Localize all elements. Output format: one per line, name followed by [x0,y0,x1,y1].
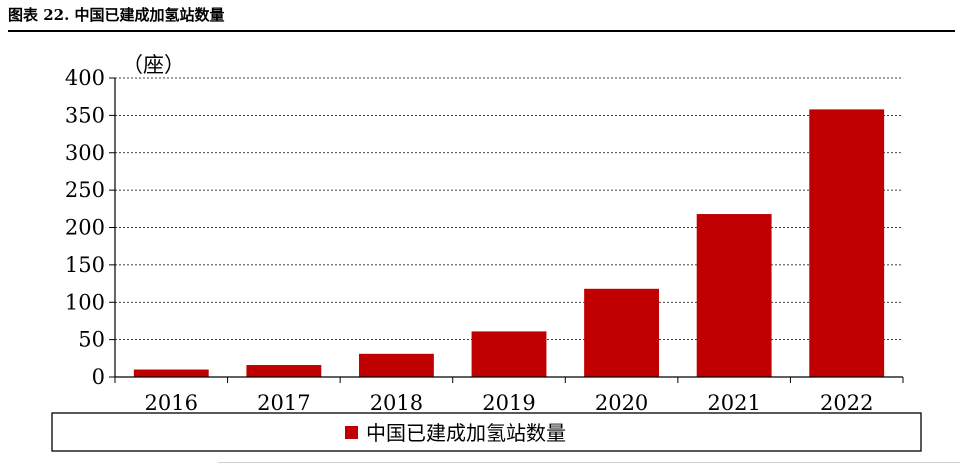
bar-2016 [133,369,209,377]
x-tick-label: 2017 [257,391,310,415]
y-unit-label: （座） [122,53,185,77]
axes [109,77,904,383]
y-tick-label: 250 [65,178,105,202]
y-tick-label: 200 [65,216,105,240]
y-tick-label: 150 [65,253,105,277]
x-tick-label: 2016 [145,391,198,415]
legend-swatch [345,426,358,439]
y-tick-label: 350 [65,103,105,127]
legend-label: 中国已建成加氢站数量 [366,421,566,445]
x-tick-label: 2019 [482,391,535,415]
grid-lines [115,77,903,341]
y-tick-label: 100 [65,290,105,314]
tick-labels: 0 50 100 150 200 250 300 350 400 2016 2017 2018 2019… [65,66,874,415]
title-rule [8,30,955,32]
y-tick-label: 400 [65,66,105,90]
x-tick-label: 2018 [370,391,423,415]
legend-box [51,412,922,452]
bar-2022 [809,109,885,378]
y-tick-label: 0 [92,365,105,389]
bar-2021 [696,214,772,377]
footer-rule [218,462,960,463]
bar-2018 [358,353,434,377]
bar-2019 [471,331,547,377]
bar-2017 [246,365,322,377]
y-tick-label: 300 [65,141,105,165]
y-tick-label: 50 [78,328,105,352]
bars [133,109,885,378]
x-tick-label: 2021 [707,391,760,415]
x-tick-label: 2020 [595,391,648,415]
x-tick-label: 2022 [820,391,873,415]
bar-2020 [584,288,660,377]
figure-title: 图表 22. 中国已建成加氢站数量 [8,6,225,24]
legend: 中国已建成加氢站数量 [51,412,922,452]
